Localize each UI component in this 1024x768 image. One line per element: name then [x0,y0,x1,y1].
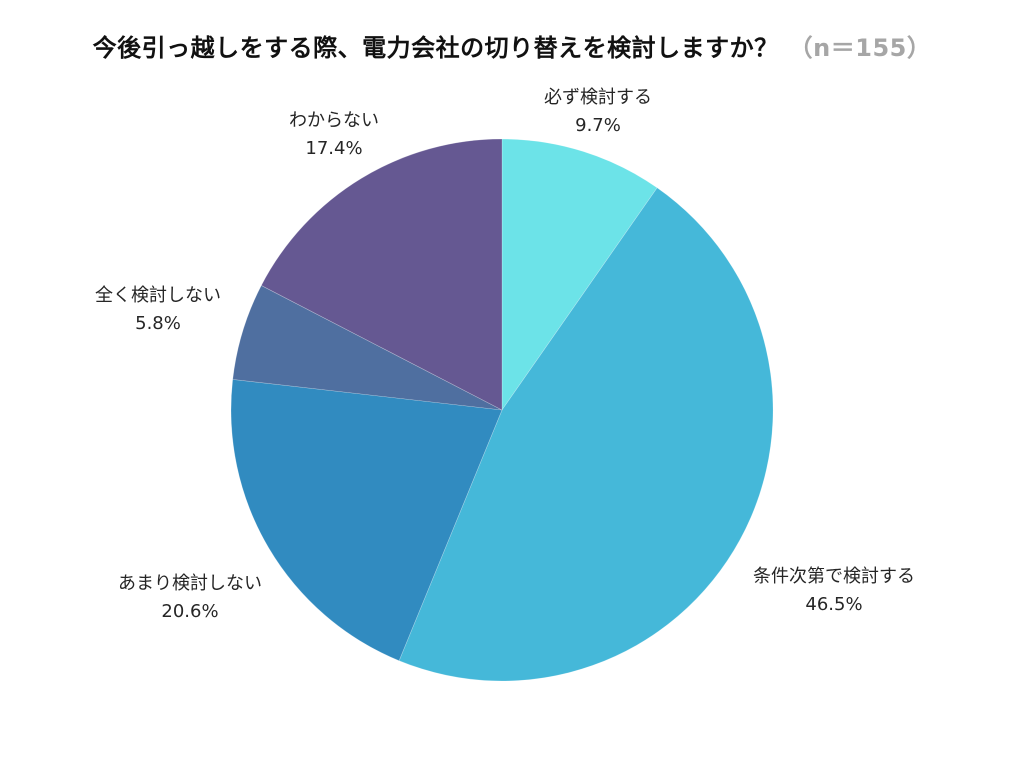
label-always-consider: 必ず検討する 9.7% [544,84,652,140]
label-name: 必ず検討する [544,87,652,108]
chart-question: 今後引っ越しをする際、電力会社の切り替えを検討しますか？ [92,34,779,62]
label-never-consider: 全く検討しない 5.8% [95,282,221,338]
slice-never-consider [232,285,503,411]
slice-consider-depending-on-conditions [398,187,774,682]
label-name: わからない [289,110,379,131]
label-consider-depending-on-conditions: 条件次第で検討する 46.5% [753,563,915,619]
label-value: 5.8% [135,313,181,334]
label-value: 46.5% [805,594,863,615]
slice-dont-know [260,138,503,411]
label-value: 20.6% [161,601,219,622]
label-name: 全く検討しない [95,285,221,306]
label-dont-know: わからない 17.4% [289,107,379,163]
label-rarely-consider: あまり検討しない 20.6% [118,570,262,626]
pie-slices [230,138,774,682]
label-value: 9.7% [575,115,621,136]
sample-size: （n＝155） [788,34,932,62]
chart-title: 今後引っ越しをする際、電力会社の切り替えを検討しますか？ （n＝155） [0,28,1024,63]
label-name: あまり検討しない [118,573,262,594]
slice-rarely-consider [230,379,503,662]
slice-always-consider [501,138,658,411]
label-name: 条件次第で検討する [753,566,915,587]
label-value: 17.4% [305,138,363,159]
